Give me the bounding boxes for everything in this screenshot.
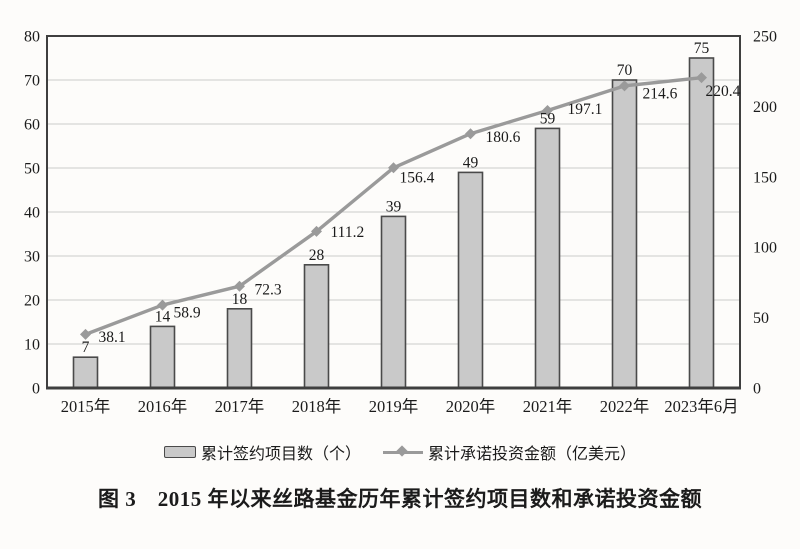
bar-value-label: 39: [386, 198, 402, 215]
bar-2016年: [149, 325, 176, 389]
x-tick-label: 2023年6月: [664, 397, 738, 416]
x-tick-label: 2015年: [61, 397, 111, 416]
line-value-label: 111.2: [331, 224, 365, 241]
line-marker-2019年: [388, 162, 399, 174]
line-value-label: 38.1: [99, 329, 126, 346]
y-left-tick-label: 80: [24, 29, 40, 46]
bar-value-label: 28: [309, 247, 325, 264]
bar-value-label: 18: [232, 291, 248, 308]
legend-item-bar-series: 累计签约项目数（个）: [163, 440, 361, 464]
line-value-label: 58.9: [174, 305, 201, 322]
line-marker-2020年: [465, 128, 476, 140]
line-marker-2017年: [234, 280, 245, 292]
y-right-tick-label: 100: [753, 240, 777, 257]
y-left-tick-label: 60: [24, 117, 40, 134]
x-tick-label: 2021年: [523, 397, 573, 416]
y-left-tick-label: 0: [32, 381, 40, 398]
y-left-tick-label: 40: [24, 205, 40, 222]
y-left-tick-label: 70: [24, 73, 40, 90]
bar-swatch-icon: [163, 446, 196, 458]
line-value-label: 72.3: [255, 282, 282, 299]
line-value-label: 156.4: [400, 169, 435, 186]
y-left-tick-label: 10: [24, 337, 40, 354]
combo-chart: 7 14 18 28 39 49 59 70 75 38.1 58.9 72.3 111.2 156.4 1…: [24, 29, 777, 417]
bar-2021年: [534, 127, 561, 389]
line-diamond-swatch-icon: [383, 445, 423, 458]
y-right-tick-label: 0: [753, 381, 761, 398]
x-tick-label: 2020年: [446, 397, 496, 416]
line-marker-2015年: [80, 328, 91, 340]
line-value-label: 197.1: [568, 101, 603, 118]
bar-value-label: 75: [694, 40, 710, 57]
x-tick-label: 2022年: [600, 397, 650, 416]
line-value-label: 220.4: [706, 83, 741, 100]
figure-caption: 图 3 2015 年以来丝路基金历年累计签约项目数和承诺投资金额: [98, 487, 702, 511]
bar-value-label: 70: [617, 62, 633, 79]
legend-label-line-series: 累计承诺投资金额（亿美元）: [428, 446, 637, 463]
x-tick-label: 2017年: [215, 397, 265, 416]
y-right-tick-label: 250: [753, 29, 777, 46]
bar-2022年: [611, 79, 638, 389]
line-value-label: 180.6: [486, 129, 521, 146]
y-right-tick-label: 50: [753, 310, 769, 327]
line-value-label: 214.6: [643, 85, 678, 102]
chart-legend: 累计签约项目数（个） 累计承诺投资金额（亿美元）: [0, 440, 800, 464]
diamond-marker-icon: [396, 445, 408, 457]
bar-value-label: 7: [82, 339, 90, 356]
line-marker-2021年: [542, 104, 553, 116]
y-right-tick-label: 200: [753, 99, 777, 116]
y-right-tick-label: 150: [753, 169, 777, 186]
line-marker-2018年: [311, 225, 322, 237]
bar-2019年: [380, 215, 407, 389]
y-left-tick-label: 20: [24, 293, 40, 310]
y-left-tick-label: 30: [24, 249, 40, 266]
line-marker-2023年6月: [696, 72, 707, 84]
bar-value-label: 49: [463, 154, 479, 171]
y-left-tick-label: 50: [24, 161, 40, 178]
legend-label-bar-series: 累计签约项目数（个）: [200, 446, 361, 463]
bar-2017年: [226, 307, 253, 389]
bar-2020年: [457, 171, 484, 389]
bar-2018年: [303, 263, 330, 389]
x-tick-label: 2018年: [292, 397, 342, 416]
bar-value-label: 59: [540, 110, 556, 127]
bar-value-label: 14: [155, 308, 171, 325]
bar-2015年: [72, 356, 99, 389]
line-marker-2016年: [157, 299, 168, 311]
x-tick-label: 2016年: [138, 397, 188, 416]
line-marker-2022年: [619, 80, 630, 92]
bar-2023年6月: [688, 57, 715, 389]
legend-item-line-series: 累计承诺投资金额（亿美元）: [383, 440, 636, 464]
x-tick-label: 2019年: [369, 397, 419, 416]
